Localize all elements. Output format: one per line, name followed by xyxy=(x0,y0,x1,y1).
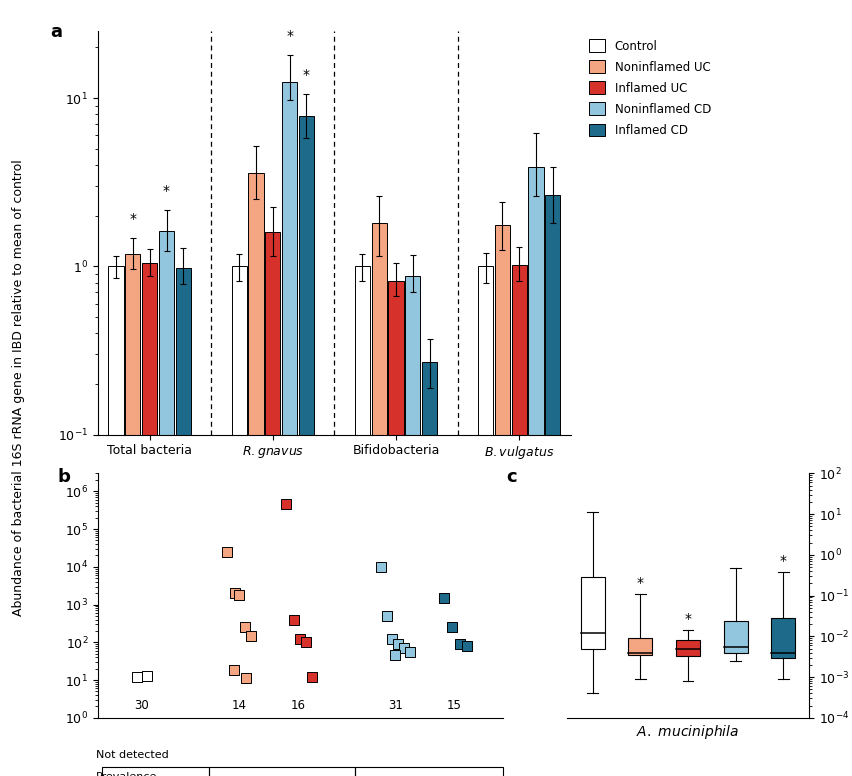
Point xyxy=(233,589,246,601)
Text: 14: 14 xyxy=(232,699,247,712)
Point xyxy=(220,546,233,558)
Bar xyxy=(676,640,699,656)
Point xyxy=(374,560,388,573)
X-axis label: $\it{A.\ muciniphila}$: $\it{A.\ muciniphila}$ xyxy=(636,723,740,741)
Text: Prevalence: Prevalence xyxy=(96,771,158,776)
Bar xyxy=(142,263,158,776)
Point xyxy=(130,671,144,684)
Point xyxy=(279,498,293,511)
Bar xyxy=(371,223,387,776)
Point xyxy=(389,650,402,662)
Text: Abundance of bacterial 16S rRNA gene in IBD relative to mean of control: Abundance of bacterial 16S rRNA gene in … xyxy=(12,160,26,616)
Point xyxy=(460,639,474,652)
Point xyxy=(299,636,313,649)
Bar xyxy=(528,167,544,776)
Point xyxy=(380,610,394,622)
Point xyxy=(403,646,417,658)
Bar xyxy=(422,362,437,776)
Bar xyxy=(495,225,509,776)
Point xyxy=(245,629,258,642)
Bar xyxy=(478,266,493,776)
Point xyxy=(227,587,241,599)
Text: b: b xyxy=(58,469,71,487)
Bar xyxy=(581,577,605,649)
Bar xyxy=(355,767,503,776)
Bar xyxy=(406,275,420,776)
Bar xyxy=(125,255,141,776)
Point xyxy=(453,638,467,650)
Text: *: * xyxy=(303,68,310,81)
Bar xyxy=(210,767,355,776)
Bar xyxy=(232,266,247,776)
Bar xyxy=(249,173,263,776)
Point xyxy=(397,642,411,654)
Text: Not detected: Not detected xyxy=(96,750,169,760)
Bar xyxy=(723,621,747,653)
Point xyxy=(305,671,319,684)
Text: *: * xyxy=(130,212,136,226)
Bar xyxy=(629,638,653,655)
Point xyxy=(239,621,252,633)
Bar xyxy=(265,232,280,776)
Point xyxy=(239,672,253,684)
Text: *: * xyxy=(637,576,644,590)
Text: 15: 15 xyxy=(446,699,462,712)
Point xyxy=(392,638,406,650)
Bar xyxy=(389,281,404,776)
Point xyxy=(227,664,240,677)
Text: *: * xyxy=(286,29,293,43)
Text: 16: 16 xyxy=(291,699,305,712)
Text: a: a xyxy=(51,23,63,41)
Text: 30: 30 xyxy=(135,699,149,712)
Bar xyxy=(282,81,297,776)
Point xyxy=(293,633,307,646)
Bar xyxy=(102,767,210,776)
Text: *: * xyxy=(163,184,170,198)
Bar xyxy=(299,116,314,776)
Bar xyxy=(511,265,527,776)
Point xyxy=(437,592,451,605)
Bar xyxy=(159,231,174,776)
Bar xyxy=(354,266,370,776)
Point xyxy=(287,613,301,625)
Legend: Control, Noninflamed UC, Inflamed UC, Noninflamed CD, Inflamed CD: Control, Noninflamed UC, Inflamed UC, No… xyxy=(586,37,713,140)
Bar xyxy=(176,268,191,776)
Text: *: * xyxy=(780,554,786,568)
Point xyxy=(140,670,153,682)
Text: c: c xyxy=(506,469,516,487)
Bar xyxy=(771,618,795,657)
Bar xyxy=(108,266,124,776)
Text: *: * xyxy=(684,612,692,626)
Text: 31: 31 xyxy=(388,699,403,712)
Bar xyxy=(545,195,561,776)
Point xyxy=(386,633,400,646)
Point xyxy=(445,621,458,633)
